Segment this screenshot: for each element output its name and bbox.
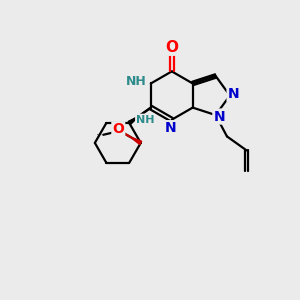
Polygon shape — [130, 137, 142, 145]
Text: O: O — [165, 40, 178, 55]
Text: N: N — [164, 121, 176, 135]
Text: N: N — [213, 110, 225, 124]
Text: N: N — [228, 87, 239, 101]
Text: methoxy: methoxy — [97, 134, 103, 135]
Text: NH: NH — [136, 115, 154, 124]
Polygon shape — [128, 116, 139, 124]
Text: NH: NH — [126, 76, 146, 88]
Text: O: O — [112, 122, 124, 136]
